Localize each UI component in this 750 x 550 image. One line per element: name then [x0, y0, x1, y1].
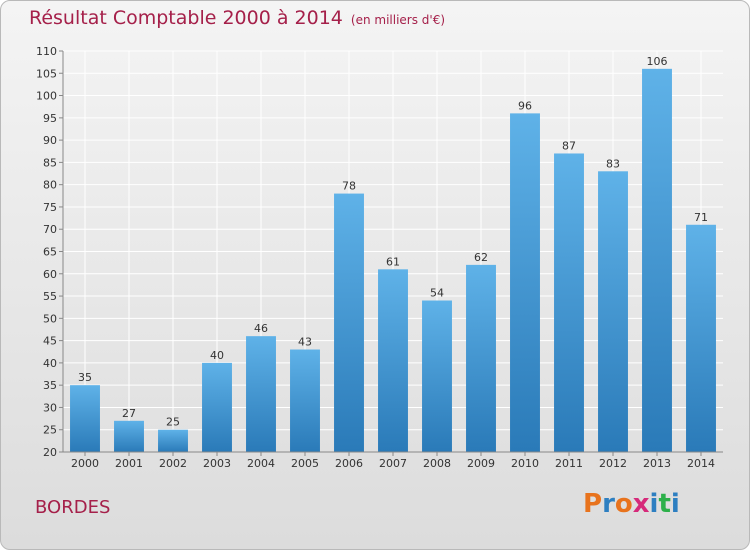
- x-tick-label: 2014: [687, 457, 715, 470]
- bar: [246, 336, 276, 452]
- x-tick-label: 2010: [511, 457, 539, 470]
- logo-letter: P: [583, 489, 603, 519]
- y-tick-label: 20: [43, 446, 57, 459]
- logo-letter: i: [649, 489, 659, 519]
- bar: [466, 264, 496, 452]
- chart-title-text: Résultat Comptable 2000 à 2014: [29, 7, 343, 29]
- y-tick-label: 40: [43, 357, 57, 370]
- data-label: 61: [386, 255, 400, 268]
- y-tick-label: 95: [43, 112, 57, 125]
- data-label: 35: [78, 371, 92, 384]
- logo-letter: x: [632, 489, 650, 519]
- bar: [598, 171, 628, 453]
- y-tick-label: 90: [43, 134, 57, 147]
- y-tick-label: 85: [43, 156, 57, 169]
- x-tick-label: 2007: [379, 457, 407, 470]
- y-tick-label: 75: [43, 201, 57, 214]
- logo-letter: r: [602, 489, 615, 519]
- logo-letter: i: [670, 489, 680, 519]
- data-label: 83: [606, 157, 620, 170]
- city-name: BORDES: [35, 497, 111, 518]
- proxiti-logo: Proxiti: [583, 489, 680, 519]
- y-tick-label: 65: [43, 246, 57, 259]
- data-label: 62: [474, 251, 488, 264]
- x-tick-label: 2000: [71, 457, 99, 470]
- y-tick-label: 25: [43, 424, 57, 437]
- logo-letter: t: [658, 489, 671, 519]
- bar: [378, 269, 408, 452]
- chart-unit: (en milliers d'€): [350, 13, 446, 27]
- bar: [202, 362, 232, 452]
- bar: [686, 224, 716, 452]
- data-label: 46: [254, 322, 268, 335]
- x-tick-label: 2006: [335, 457, 363, 470]
- y-axis: 20 25 30 35 40 45 50 55 60 65 70 75 80 85 90 95 100 105 11…: [36, 45, 64, 459]
- x-tick-label: 2008: [423, 457, 451, 470]
- data-label: 27: [122, 407, 136, 420]
- x-tick-label: 2011: [555, 457, 583, 470]
- bar: [642, 68, 672, 453]
- data-label: 87: [562, 139, 576, 152]
- bar: [422, 300, 452, 452]
- y-tick-label: 60: [43, 268, 57, 281]
- data-label: 96: [518, 99, 532, 112]
- x-tick-label: 2009: [467, 457, 495, 470]
- y-tick-label: 80: [43, 179, 57, 192]
- data-label: 40: [210, 349, 224, 362]
- data-label: 71: [694, 211, 708, 224]
- y-tick-label: 45: [43, 335, 57, 348]
- x-tick-label: 2003: [203, 457, 231, 470]
- y-tick-label: 105: [36, 67, 57, 80]
- x-tick-label: 2013: [643, 457, 671, 470]
- data-label: 25: [166, 416, 180, 429]
- x-tick-label: 2002: [159, 457, 187, 470]
- data-label: 43: [298, 336, 312, 349]
- x-tick-label: 2012: [599, 457, 627, 470]
- bar: [554, 153, 584, 452]
- y-tick-label: 30: [43, 401, 57, 414]
- data-label: 78: [342, 180, 356, 193]
- bar: [114, 420, 144, 452]
- y-tick-label: 35: [43, 379, 57, 392]
- bars: [70, 68, 716, 453]
- x-axis: 2000 2001 2002 2003 2004 2005 2006 2007 2008 2009…: [63, 451, 723, 470]
- bar: [290, 349, 320, 452]
- y-tick-label: 100: [36, 90, 57, 103]
- data-labels: 35 27 25 40 46 43 78 61 54 62 96 87 83 106 71: [78, 55, 708, 429]
- bar: [158, 429, 188, 452]
- y-tick-label: 55: [43, 290, 57, 303]
- y-tick-label: 50: [43, 312, 57, 325]
- bar: [510, 113, 540, 452]
- data-label: 106: [647, 55, 668, 68]
- y-tick-label: 70: [43, 223, 57, 236]
- bar: [70, 385, 100, 452]
- bar: [334, 193, 364, 453]
- chart-title: Résultat Comptable 2000 à 2014 (en millie…: [29, 7, 445, 29]
- x-tick-label: 2001: [115, 457, 143, 470]
- x-tick-label: 2004: [247, 457, 275, 470]
- logo-letter: o: [614, 489, 633, 519]
- x-tick-label: 2005: [291, 457, 319, 470]
- y-tick-label: 110: [36, 45, 57, 58]
- data-label: 54: [430, 287, 444, 300]
